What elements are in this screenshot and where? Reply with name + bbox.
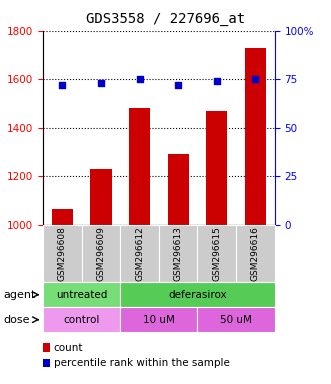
Text: GSM296613: GSM296613 [174, 226, 183, 281]
Bar [167, 154, 189, 225]
Bar [198, 225, 236, 282]
Point [253, 76, 258, 82]
Bar [90, 169, 112, 225]
Point [214, 78, 219, 84]
Text: 50 uM: 50 uM [220, 314, 252, 325]
Bar [120, 307, 198, 332]
Text: percentile rank within the sample: percentile rank within the sample [54, 358, 229, 368]
Text: deferasirox: deferasirox [168, 290, 227, 300]
Bar [43, 225, 82, 282]
Bar [43, 307, 120, 332]
Text: control: control [64, 314, 100, 325]
Bar [43, 282, 120, 307]
Point [175, 82, 181, 88]
Point [60, 82, 65, 88]
Bar [120, 225, 159, 282]
Point [98, 80, 104, 86]
Text: agent: agent [3, 290, 36, 300]
Text: GSM296612: GSM296612 [135, 226, 144, 281]
Text: GSM296616: GSM296616 [251, 226, 260, 281]
Bar [198, 307, 275, 332]
Text: 10 uM: 10 uM [143, 314, 175, 325]
Text: count: count [54, 343, 83, 353]
Text: dose: dose [3, 314, 30, 325]
Bar [245, 48, 266, 225]
Text: GDS3558 / 227696_at: GDS3558 / 227696_at [86, 12, 245, 26]
Text: GSM296608: GSM296608 [58, 226, 67, 281]
Bar [120, 282, 275, 307]
Bar [52, 209, 73, 225]
Bar [129, 108, 150, 225]
Bar [159, 225, 198, 282]
Point [137, 76, 142, 82]
Bar [206, 111, 227, 225]
Bar [82, 225, 120, 282]
Bar [236, 225, 275, 282]
Text: untreated: untreated [56, 290, 107, 300]
Text: GSM296615: GSM296615 [212, 226, 221, 281]
Text: GSM296609: GSM296609 [96, 226, 106, 281]
